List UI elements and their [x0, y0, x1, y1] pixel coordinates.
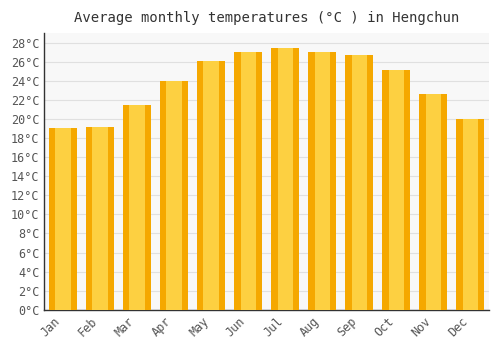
Bar	[197, 61, 225, 310]
Bar	[234, 52, 262, 310]
Bar	[86, 127, 114, 310]
Bar	[278, 49, 293, 310]
Bar	[308, 52, 336, 310]
Bar	[92, 127, 108, 310]
Bar	[272, 49, 299, 310]
Title: Average monthly temperatures (°C ) in Hengchun: Average monthly temperatures (°C ) in He…	[74, 11, 460, 25]
Bar	[420, 94, 447, 310]
Bar	[204, 61, 219, 310]
Bar	[160, 81, 188, 310]
Bar	[49, 128, 77, 310]
Bar	[123, 105, 151, 310]
Bar	[456, 119, 484, 310]
Bar	[314, 52, 330, 310]
Bar	[346, 55, 373, 310]
Bar	[240, 52, 256, 310]
Bar	[130, 105, 144, 310]
Bar	[382, 70, 410, 310]
Bar	[56, 128, 70, 310]
Bar	[352, 55, 367, 310]
Bar	[462, 119, 478, 310]
Bar	[388, 70, 404, 310]
Bar	[426, 94, 441, 310]
Bar	[166, 81, 182, 310]
